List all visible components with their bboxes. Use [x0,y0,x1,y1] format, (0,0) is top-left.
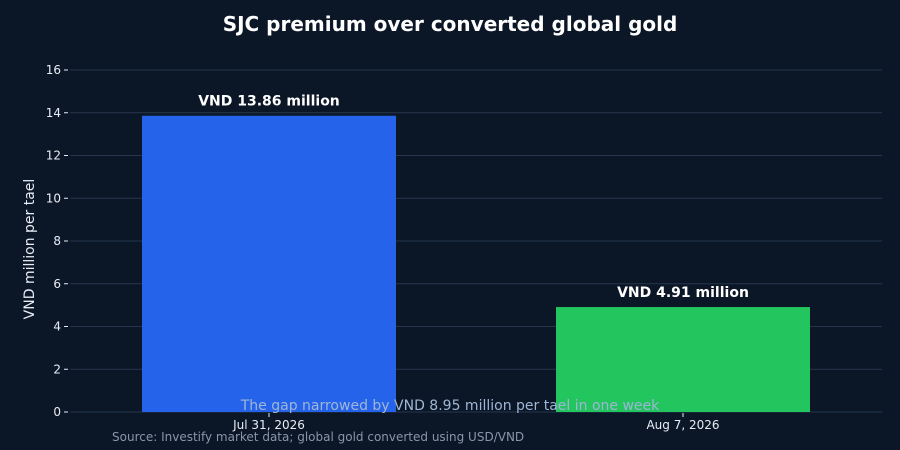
y-tick-label: 12 [46,149,61,163]
x-tick-label: Jul 31, 2026 [232,418,305,432]
chart-annotation: The gap narrowed by VND 8.95 million per… [240,398,660,414]
y-tick-label: 10 [46,191,61,205]
chart-title: SJC premium over converted global gold [222,12,678,36]
x-tick-label: Aug 7, 2026 [646,418,719,432]
y-tick-label: 16 [46,63,61,77]
bar-1 [142,115,396,413]
y-tick-label: 14 [46,106,61,120]
bar-2 [556,307,810,412]
y-tick-label: 6 [53,277,61,291]
y-tick-label: 2 [53,362,61,376]
y-tick-label: 0 [53,405,61,419]
source-note: Source: Investify market data; global go… [112,430,525,444]
y-tick-label: 8 [53,234,61,248]
bar-data-label: VND 13.86 million [198,94,340,110]
bar-data-label: VND 4.91 million [617,285,749,301]
y-tick-label: 4 [53,320,61,334]
